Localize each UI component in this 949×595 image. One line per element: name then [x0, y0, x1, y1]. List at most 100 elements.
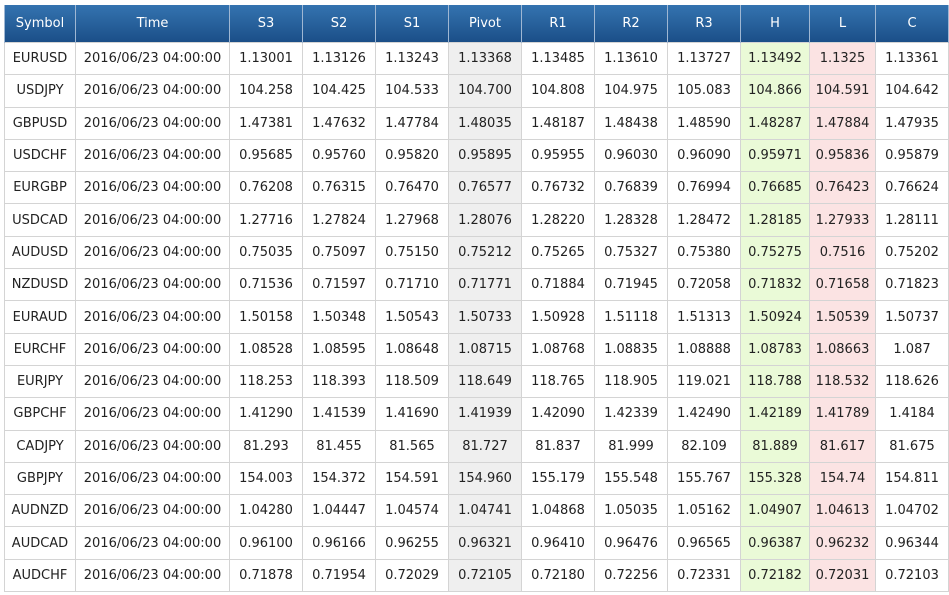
- cell-l: 0.72031: [809, 558, 876, 593]
- cell-pivot: 1.13368: [448, 41, 522, 76]
- table-row: EURJPY 2016/06/23 04:00:00 118.253 118.393 1…: [4, 364, 949, 399]
- cell-l: 104.591: [809, 74, 876, 108]
- cell-l: 1.50539: [809, 300, 876, 334]
- cell-r2: 1.42339: [594, 397, 668, 431]
- table-row: GBPCHF 2016/06/23 04:00:00 1.41290 1.41539 1…: [4, 397, 949, 431]
- cell-symbol: EURGBP: [4, 171, 76, 205]
- cell-symbol: EURJPY: [4, 364, 76, 399]
- cell-c: 1.28111: [875, 203, 949, 237]
- cell-l: 81.617: [809, 429, 876, 463]
- cell-pivot: 1.08715: [448, 332, 522, 366]
- cell-l: 1.41789: [809, 397, 876, 431]
- cell-r1: 1.42090: [521, 397, 595, 431]
- cell-s2: 1.41539: [302, 397, 376, 431]
- cell-s3: 1.13001: [229, 41, 303, 76]
- cell-s3: 0.75035: [229, 235, 303, 270]
- cell-r1: 1.48187: [521, 106, 595, 140]
- cell-h: 1.08783: [740, 332, 810, 366]
- cell-s2: 154.372: [302, 461, 376, 496]
- cell-s1: 81.565: [375, 429, 449, 463]
- cell-l: 0.95836: [809, 138, 876, 173]
- cell-h: 1.50924: [740, 300, 810, 334]
- cell-h: 0.75275: [740, 235, 810, 270]
- column-header-symbol[interactable]: Symbol: [4, 5, 76, 43]
- cell-s2: 1.27824: [302, 203, 376, 237]
- cell-time: 2016/06/23 04:00:00: [75, 171, 230, 205]
- cell-symbol: USDJPY: [4, 74, 76, 108]
- cell-r2: 1.08835: [594, 332, 668, 366]
- column-header-pivot[interactable]: Pivot: [448, 5, 522, 43]
- cell-symbol: GBPCHF: [4, 397, 76, 431]
- table-row: GBPUSD 2016/06/23 04:00:00 1.47381 1.47632 1…: [4, 106, 949, 140]
- cell-h: 81.889: [740, 429, 810, 463]
- column-header-time[interactable]: Time: [75, 5, 230, 43]
- cell-s2: 0.96166: [302, 526, 376, 560]
- cell-r1: 0.96410: [521, 526, 595, 560]
- column-header-r1[interactable]: R1: [521, 5, 595, 43]
- cell-l: 0.76423: [809, 171, 876, 205]
- cell-time: 2016/06/23 04:00:00: [75, 41, 230, 76]
- column-header-r3[interactable]: R3: [667, 5, 741, 43]
- cell-c: 104.642: [875, 74, 949, 108]
- cell-c: 154.811: [875, 461, 949, 496]
- cell-l: 0.7516: [809, 235, 876, 270]
- column-header-r2[interactable]: R2: [594, 5, 668, 43]
- cell-s1: 1.47784: [375, 106, 449, 140]
- cell-s1: 1.27968: [375, 203, 449, 237]
- cell-time: 2016/06/23 04:00:00: [75, 235, 230, 270]
- cell-symbol: AUDNZD: [4, 494, 76, 528]
- cell-time: 2016/06/23 04:00:00: [75, 429, 230, 463]
- cell-l: 1.04613: [809, 494, 876, 528]
- cell-time: 2016/06/23 04:00:00: [75, 74, 230, 108]
- cell-r2: 1.51118: [594, 300, 668, 334]
- cell-r1: 0.95955: [521, 138, 595, 173]
- column-header-s2[interactable]: S2: [302, 5, 376, 43]
- cell-s2: 1.08595: [302, 332, 376, 366]
- cell-pivot: 104.700: [448, 74, 522, 108]
- column-header-c[interactable]: C: [875, 5, 949, 43]
- cell-h: 104.866: [740, 74, 810, 108]
- cell-r2: 0.76839: [594, 171, 668, 205]
- cell-c: 81.675: [875, 429, 949, 463]
- column-header-s3[interactable]: S3: [229, 5, 303, 43]
- cell-c: 0.72103: [875, 558, 949, 593]
- column-header-h[interactable]: H: [740, 5, 810, 43]
- cell-s2: 0.75097: [302, 235, 376, 270]
- cell-s2: 1.50348: [302, 300, 376, 334]
- cell-s3: 104.258: [229, 74, 303, 108]
- cell-r3: 0.96090: [667, 138, 741, 173]
- cell-s3: 1.04280: [229, 494, 303, 528]
- cell-r1: 1.08768: [521, 332, 595, 366]
- cell-s3: 1.50158: [229, 300, 303, 334]
- cell-symbol: AUDCHF: [4, 558, 76, 593]
- cell-r2: 81.999: [594, 429, 668, 463]
- cell-r3: 1.08888: [667, 332, 741, 366]
- cell-r2: 0.75327: [594, 235, 668, 270]
- column-header-l[interactable]: L: [809, 5, 876, 43]
- column-header-s1[interactable]: S1: [375, 5, 449, 43]
- cell-r2: 1.28328: [594, 203, 668, 237]
- table-body: EURUSD 2016/06/23 04:00:00 1.13001 1.13126 1…: [4, 41, 949, 593]
- cell-c: 1.13361: [875, 41, 949, 76]
- cell-symbol: EURCHF: [4, 332, 76, 366]
- cell-r3: 0.75380: [667, 235, 741, 270]
- cell-r1: 0.72180: [521, 558, 595, 593]
- cell-pivot: 1.28076: [448, 203, 522, 237]
- cell-h: 0.72182: [740, 558, 810, 593]
- cell-time: 2016/06/23 04:00:00: [75, 461, 230, 496]
- table-row: AUDUSD 2016/06/23 04:00:00 0.75035 0.75097 0…: [4, 235, 949, 270]
- cell-r2: 0.72256: [594, 558, 668, 593]
- table-row: AUDCAD 2016/06/23 04:00:00 0.96100 0.96166 0…: [4, 526, 949, 560]
- cell-symbol: GBPUSD: [4, 106, 76, 140]
- cell-s3: 0.95685: [229, 138, 303, 173]
- table-row: EURAUD 2016/06/23 04:00:00 1.50158 1.50348 1…: [4, 300, 949, 334]
- cell-c: 0.71823: [875, 268, 949, 302]
- cell-s3: 1.08528: [229, 332, 303, 366]
- cell-h: 155.328: [740, 461, 810, 496]
- cell-s3: 1.27716: [229, 203, 303, 237]
- cell-time: 2016/06/23 04:00:00: [75, 268, 230, 302]
- cell-pivot: 0.95895: [448, 138, 522, 173]
- cell-r3: 1.42490: [667, 397, 741, 431]
- table-row: USDCAD 2016/06/23 04:00:00 1.27716 1.27824 1…: [4, 203, 949, 237]
- cell-r2: 155.548: [594, 461, 668, 496]
